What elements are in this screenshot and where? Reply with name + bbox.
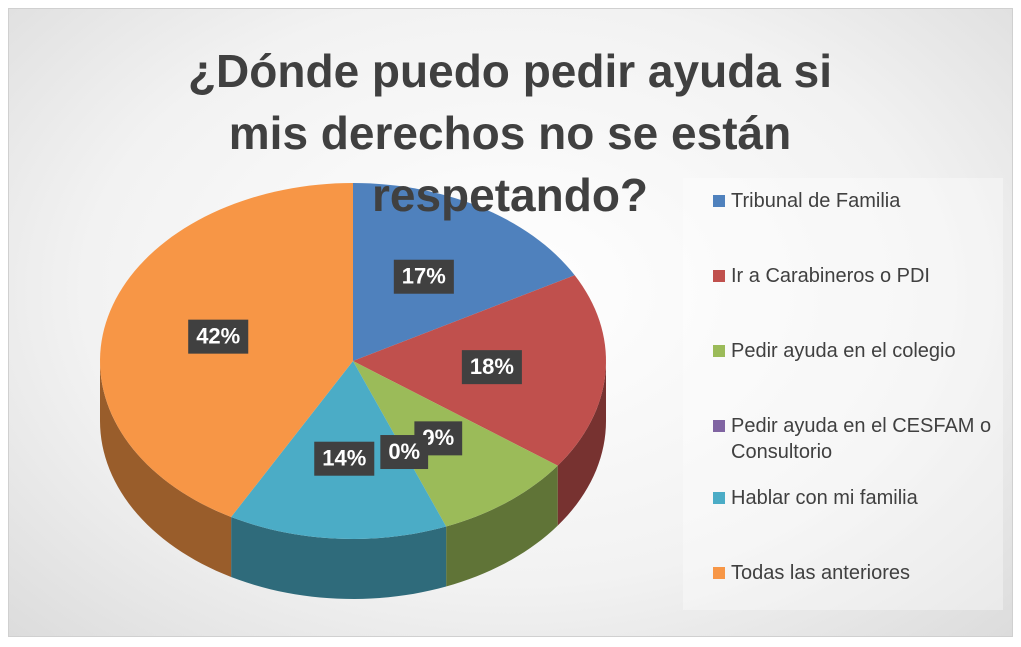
slice-side (231, 516, 447, 599)
data-label-box (380, 435, 429, 470)
legend-label: Ir a Carabineros o PDI (731, 265, 930, 287)
legend-item: Pedir ayuda en el CESFAM o Consultorio (713, 413, 998, 465)
data-label-text: 14% (322, 446, 366, 471)
legend-item: Tribunal de Familia (713, 188, 998, 214)
legend-label: Todas las anteriores (731, 562, 910, 584)
legend-swatch (713, 195, 725, 207)
legend: Tribunal de Familia Ir a Carabineros o PD… (683, 178, 1003, 610)
legend-item: Ir a Carabineros o PDI (713, 263, 998, 289)
slice-side (446, 465, 558, 587)
data-label-text: 42% (196, 323, 240, 348)
legend-item: Hablar con mi familia (713, 485, 998, 511)
data-label-box (461, 350, 522, 385)
legend-label: Tribunal de Familia (731, 190, 901, 212)
legend-label: Pedir ayuda en el CESFAM o Consultorio (731, 415, 992, 463)
legend-swatch (713, 345, 725, 357)
legend-swatch (713, 567, 725, 579)
legend-swatch (713, 492, 725, 504)
legend-swatch (713, 420, 725, 432)
legend-label: Hablar con mi familia (731, 487, 918, 509)
slice (353, 183, 575, 361)
data-label-box (314, 441, 375, 476)
legend-swatch (713, 270, 725, 282)
data-label: 42% (188, 319, 249, 354)
data-label: 14% (314, 441, 375, 476)
slice-side (100, 361, 232, 577)
data-label: 17% (393, 259, 454, 294)
data-label-text: 17% (402, 264, 446, 289)
data-label-box (188, 319, 249, 354)
legend-item: Pedir ayuda en el colegio (713, 338, 998, 364)
data-label-box (393, 259, 454, 294)
data-label-text: 0% (388, 439, 420, 464)
legend-label: Pedir ayuda en el colegio (731, 340, 956, 362)
data-label: 18% (461, 350, 522, 385)
legend-item: Todas las anteriores (713, 560, 998, 586)
chart-title: ¿Dónde puedo pedir ayuda si mis derechos… (187, 45, 833, 221)
data-label: 0% (380, 435, 429, 470)
slice-side (557, 361, 606, 526)
data-label-text: 18% (470, 354, 514, 379)
